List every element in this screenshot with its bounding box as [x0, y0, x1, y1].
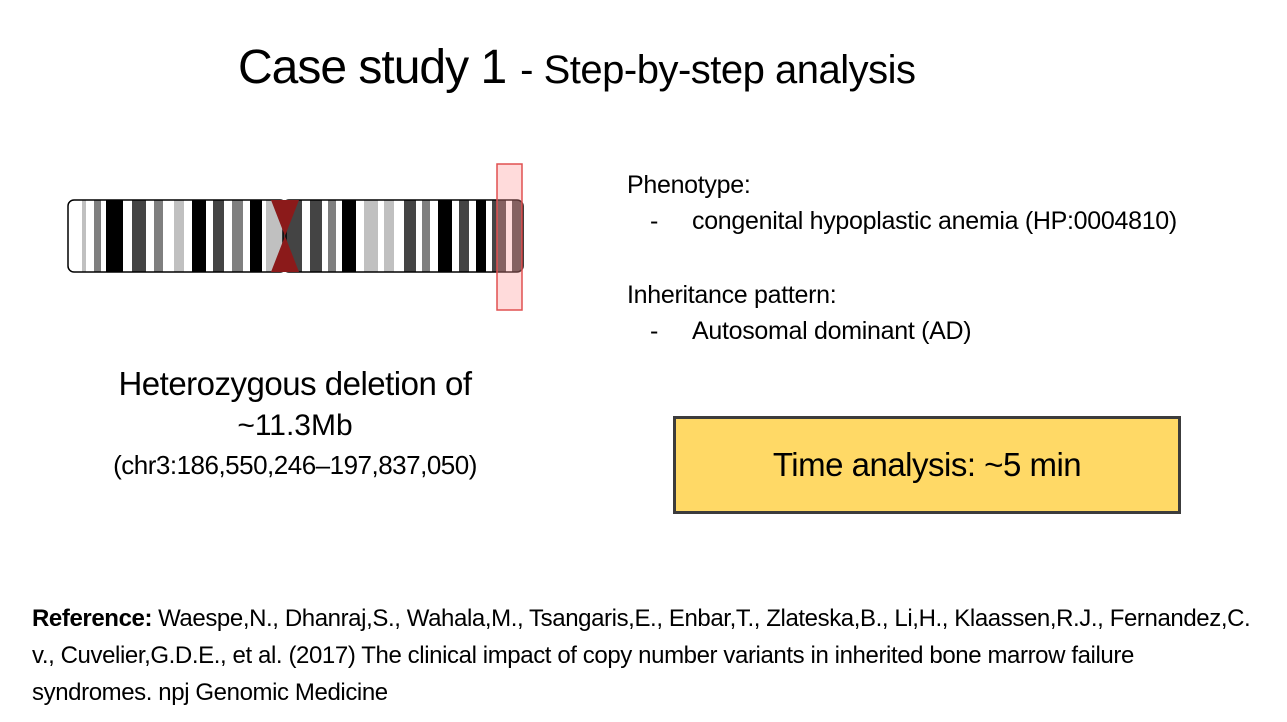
q-arm-band-12: [404, 200, 416, 272]
title-sub: - Step-by-step analysis: [520, 48, 916, 92]
chromosome-svg: [67, 163, 524, 311]
slide-title: Case study 1 - Step-by-step analysis: [238, 44, 916, 92]
case-info: Phenotype: - congenital hypoplastic anem…: [627, 168, 1177, 350]
q-arm-band-14: [422, 200, 430, 272]
q-arm-bands: [283, 200, 523, 272]
time-analysis-text: Time analysis: ~5 min: [772, 446, 1082, 483]
phenotype-item: - congenital hypoplastic anemia (HP:0004…: [627, 202, 1177, 240]
centromere: [271, 200, 299, 272]
p-arm-band-13: [192, 200, 206, 272]
q-arm-band-2: [310, 200, 322, 272]
q-arm-band-9: [378, 200, 384, 272]
p-arm-band-10: [163, 200, 174, 272]
p-arm-band-0: [68, 200, 82, 272]
p-arm-bands: [68, 200, 286, 272]
p-arm-band-5: [106, 200, 123, 272]
reference: Reference: Waespe,N., Dhanraj,S., Wahala,…: [32, 600, 1257, 711]
p-arm-band-3: [94, 200, 101, 272]
p-arm-band-15: [213, 200, 224, 272]
q-arm-band-11: [394, 200, 404, 272]
deletion-size: ~11.3Mb: [237, 409, 353, 442]
p-arm-band-7: [132, 200, 146, 272]
chromosome-ideogram: [66, 163, 536, 313]
q-arm-band-17: [452, 200, 459, 272]
q-arm-band-24: [512, 200, 523, 272]
deletion-coordinates: (chr3:186,550,246–197,837,050): [113, 450, 477, 480]
reference-label: Reference:: [32, 605, 153, 632]
p-arm-band-20: [262, 200, 266, 272]
q-arm-band-16: [438, 200, 452, 272]
q-arm-band-20: [476, 200, 486, 272]
p-arm-band-18: [243, 200, 250, 272]
p-arm-outline: [67, 199, 287, 273]
deletion-highlight: [496, 163, 523, 311]
q-arm-band-10: [384, 200, 394, 272]
q-arm-outline: [282, 199, 524, 273]
p-arm-band-16: [224, 200, 232, 272]
phenotype-label: Phenotype:: [627, 171, 751, 199]
q-arm-band-22: [492, 200, 506, 272]
p-arm-band-4: [101, 200, 106, 272]
q-arm-band-1: [302, 200, 310, 272]
time-analysis-box: Time analysis: ~5 min: [673, 416, 1181, 514]
p-arm-band-8: [146, 200, 154, 272]
q-arm-band-23: [506, 200, 512, 272]
q-arm-band-5: [336, 200, 342, 272]
p-arm-band-6: [123, 200, 132, 272]
q-arm-band-6: [342, 200, 356, 272]
p-arm-band-17: [232, 200, 243, 272]
q-arm-band-4: [328, 200, 336, 272]
p-arm-band-2: [86, 200, 94, 272]
q-arm-band-21: [486, 200, 492, 272]
bullet-dash: -: [650, 317, 659, 345]
q-arm-band-13: [416, 200, 422, 272]
reference-text: Waespe,N., Dhanraj,S., Wahala,M., Tsanga…: [32, 605, 1251, 706]
bullet-dash: -: [650, 207, 659, 235]
q-arm-band-3: [322, 200, 328, 272]
p-arm-band-1: [82, 200, 86, 272]
deletion-caption: Heterozygous deletion of ~11.3Mb (chr3:1…: [60, 362, 530, 484]
p-arm-band-14: [206, 200, 213, 272]
inheritance-text: Autosomal dominant (AD): [692, 317, 972, 345]
p-arm-band-9: [154, 200, 163, 272]
p-arm-band-19: [250, 200, 262, 272]
phenotype-text: congenital hypoplastic anemia (HP:000481…: [692, 207, 1177, 235]
p-arm-band-11: [174, 200, 184, 272]
q-arm-band-15: [430, 200, 438, 272]
q-arm-band-19: [469, 200, 476, 272]
inheritance-item: - Autosomal dominant (AD): [627, 312, 1177, 350]
deletion-type: Heterozygous deletion of: [118, 365, 472, 402]
q-arm-band-18: [459, 200, 469, 272]
title-main: Case study 1: [238, 41, 507, 94]
q-arm-band-8: [364, 200, 378, 272]
p-arm-band-12: [184, 200, 192, 272]
inheritance-label: Inheritance pattern:: [627, 281, 837, 309]
q-arm-band-7: [356, 200, 364, 272]
